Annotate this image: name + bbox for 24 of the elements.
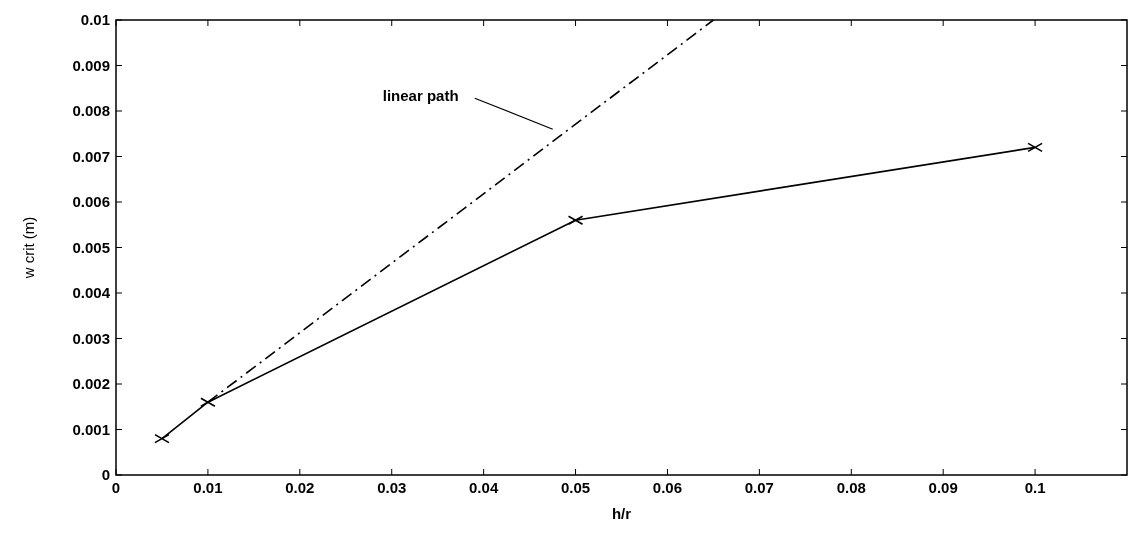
x-tick-label: 0.06 [652, 479, 683, 496]
y-tick-label: 0.001 [72, 420, 110, 438]
x-tick-label: 0.1 [1024, 479, 1046, 496]
x-tick-label: 0.08 [836, 479, 866, 496]
x-tick-label: 0.05 [560, 479, 591, 496]
y-tick-label: 0.005 [72, 238, 110, 256]
y-tick-label: 0.009 [72, 56, 110, 74]
x-tick-label: 0.09 [928, 479, 958, 496]
y-tick-label: 0.004 [72, 284, 111, 301]
x-tick-label: 0.04 [469, 479, 499, 496]
x-tick-label: 0.01 [193, 479, 223, 496]
y-tick-label: 0.01 [80, 11, 110, 28]
y-tick-label: 0.006 [72, 193, 110, 210]
x-tick-label: 0.07 [744, 479, 774, 496]
x-tick-label: 0.02 [285, 479, 315, 496]
y-axis-title: w crit (m) [20, 216, 37, 280]
annotation: linear path [382, 87, 459, 105]
y-tick-label: 0.008 [72, 102, 110, 119]
y-tick-label: 0.003 [72, 329, 110, 347]
x-axis-title: h/r [611, 505, 632, 522]
y-tick-label: 0 [101, 466, 110, 483]
y-tick-label: 0.007 [72, 147, 110, 165]
x-tick-label: 0.03 [377, 479, 407, 496]
y-tick-label: 0.002 [72, 375, 110, 392]
